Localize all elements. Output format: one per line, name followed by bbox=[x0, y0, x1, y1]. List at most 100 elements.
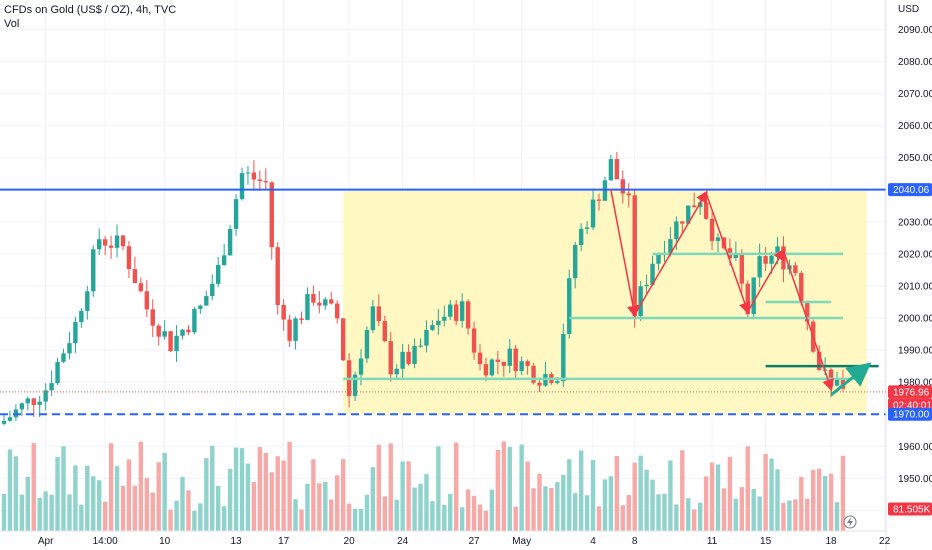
volume-bar bbox=[454, 442, 459, 531]
candle-body bbox=[614, 159, 620, 180]
candle-body bbox=[37, 401, 42, 405]
candle-body bbox=[281, 304, 286, 320]
candle-body bbox=[626, 193, 631, 196]
price-tick-label: 1990.00 bbox=[898, 346, 932, 357]
candle-body bbox=[400, 351, 405, 369]
time-axis[interactable]: Apr 14:00 10 13 17 20 24 27 May 4 8 11 15 18 22 bbox=[38, 536, 891, 547]
candle-body bbox=[102, 239, 108, 246]
candle-body bbox=[608, 159, 614, 181]
volume-tag: 81.505K bbox=[893, 505, 931, 516]
candle-body bbox=[216, 265, 221, 284]
candle-body bbox=[489, 359, 495, 376]
lightning-icon[interactable] bbox=[843, 515, 857, 529]
volume-bar bbox=[7, 449, 13, 531]
candle-body bbox=[305, 294, 310, 320]
candle-body bbox=[97, 239, 102, 250]
time-tick-label: 8 bbox=[632, 536, 638, 547]
candle-body bbox=[757, 256, 762, 278]
volume-bar bbox=[448, 493, 453, 531]
volume-bar bbox=[709, 462, 715, 531]
volume-bar bbox=[204, 458, 209, 531]
candle-body bbox=[204, 296, 209, 306]
candlesticks bbox=[1, 152, 846, 426]
price-tick-label: 1980.00 bbox=[898, 378, 932, 389]
candle-body bbox=[448, 304, 453, 317]
candle-body bbox=[210, 283, 215, 297]
candle-body bbox=[174, 335, 179, 352]
volume-bar bbox=[400, 461, 405, 531]
candle-body bbox=[67, 343, 72, 354]
time-tick-label: 27 bbox=[468, 536, 480, 547]
candle-body bbox=[49, 383, 54, 391]
volume-bar bbox=[108, 443, 114, 531]
candle-body bbox=[79, 310, 84, 323]
candle-body bbox=[596, 199, 602, 201]
volume-bar bbox=[602, 479, 608, 531]
price-axis[interactable]: 1940.001950.001960.001970.001980.001990.… bbox=[898, 25, 932, 517]
price-tick-label: 2060.00 bbox=[898, 121, 932, 132]
volume-bar bbox=[79, 504, 84, 531]
candle-body bbox=[221, 255, 227, 266]
volume-bar bbox=[358, 508, 364, 531]
volume-bar bbox=[799, 476, 804, 531]
candle-body bbox=[834, 378, 840, 386]
candle-body bbox=[483, 364, 489, 376]
time-tick-label: 15 bbox=[760, 536, 772, 547]
volume-bar bbox=[114, 466, 120, 531]
price-tick-label: 1960.00 bbox=[898, 442, 932, 453]
volume-bar bbox=[144, 478, 149, 531]
candle-body bbox=[323, 299, 328, 306]
volume-bar bbox=[180, 476, 185, 531]
volume-bar bbox=[465, 489, 471, 531]
candle-body bbox=[406, 351, 411, 364]
candle-body bbox=[329, 299, 334, 304]
candle-body bbox=[590, 199, 596, 228]
volume-bar bbox=[239, 448, 245, 531]
candle-body bbox=[25, 398, 30, 404]
candle-body bbox=[436, 320, 441, 326]
volume-bar bbox=[287, 441, 292, 531]
volume-bar bbox=[590, 460, 596, 531]
volume-bar bbox=[531, 488, 536, 531]
volume-bar bbox=[352, 508, 358, 531]
volume-bar bbox=[55, 456, 60, 531]
volume-bar bbox=[49, 494, 54, 531]
volume-bar bbox=[751, 488, 756, 531]
candle-body bbox=[138, 283, 144, 292]
volume-bar bbox=[483, 510, 489, 531]
time-tick-label: 11 bbox=[707, 536, 718, 547]
candle-body bbox=[733, 252, 739, 259]
volume-bar bbox=[620, 505, 625, 531]
candle-body bbox=[162, 331, 167, 337]
candle-body bbox=[91, 249, 96, 292]
volume-bar bbox=[364, 494, 370, 531]
volume-bar bbox=[519, 444, 524, 531]
candle-body bbox=[335, 303, 340, 319]
candle-body bbox=[507, 348, 512, 366]
candle-body bbox=[340, 318, 346, 361]
volume-bar bbox=[543, 486, 548, 531]
price-tick-label: 2000.00 bbox=[898, 314, 932, 325]
candle-body bbox=[251, 172, 257, 180]
volume-bar bbox=[811, 469, 816, 531]
volume-bar bbox=[198, 503, 203, 531]
volume-bar bbox=[418, 483, 423, 531]
volume-bar bbox=[769, 458, 774, 531]
candle-body bbox=[299, 318, 304, 320]
candle-body bbox=[471, 328, 477, 353]
volume-bar bbox=[275, 456, 280, 531]
volume-bar bbox=[596, 506, 602, 531]
candle-body bbox=[715, 237, 721, 241]
volume-bar bbox=[210, 445, 215, 531]
candle-body bbox=[745, 283, 750, 315]
candle-body bbox=[245, 172, 251, 174]
candle-body bbox=[311, 294, 316, 303]
volume-bar bbox=[828, 473, 834, 531]
volume-bar bbox=[388, 443, 393, 531]
volume-bar bbox=[578, 450, 584, 531]
volume-bar bbox=[174, 500, 179, 531]
chart-title: CFDs on Gold (US$ / OZ), 4h, TVC bbox=[4, 4, 177, 16]
candle-body bbox=[763, 256, 768, 264]
